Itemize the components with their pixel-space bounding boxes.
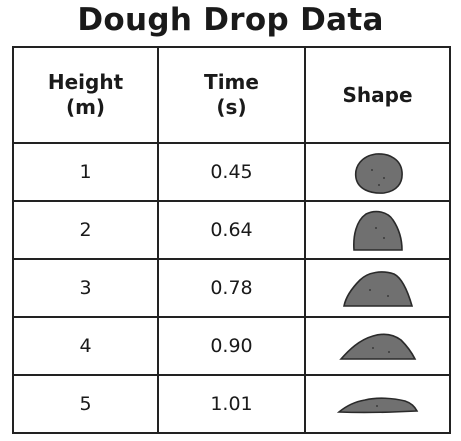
- cell-height: 4: [12, 316, 159, 376]
- cell-shape: [304, 200, 451, 260]
- cell-time: 0.90: [157, 316, 306, 376]
- table-row: 5 1.01: [12, 374, 451, 434]
- cell-time: 0.78: [157, 258, 306, 318]
- header-time-label: Time: [204, 70, 259, 94]
- cell-height: 3: [12, 258, 159, 318]
- dough-ball-flattest-icon: [336, 397, 418, 414]
- cell-height: 2: [12, 200, 159, 260]
- header-time: Time (s): [157, 46, 306, 144]
- dough-ball-flatter-icon: [338, 333, 416, 360]
- dough-ball-flattened-icon: [342, 271, 413, 307]
- cell-time: 0.64: [157, 200, 306, 260]
- cell-shape: [304, 316, 451, 376]
- table-row: 2 0.64: [12, 200, 451, 260]
- cell-time: 0.45: [157, 142, 306, 202]
- dough-ball-round-icon: [354, 153, 403, 194]
- header-height: Height (m): [12, 46, 159, 144]
- dough-ball-slightly-flat-icon: [352, 210, 403, 251]
- table-header-row: Height (m) Time (s) Shape: [12, 46, 451, 144]
- table-row: 3 0.78: [12, 258, 451, 318]
- table-row: 1 0.45: [12, 142, 451, 202]
- table-row: 4 0.90: [12, 316, 451, 376]
- header-time-unit: (s): [216, 95, 247, 119]
- header-height-unit: (m): [65, 95, 106, 119]
- cell-time: 1.01: [157, 374, 306, 434]
- cell-height: 5: [12, 374, 159, 434]
- header-height-label: Height: [47, 70, 124, 94]
- header-shape: Shape: [304, 46, 451, 144]
- cell-height: 1: [12, 142, 159, 202]
- cell-shape: [304, 142, 451, 202]
- header-shape-label: Shape: [342, 82, 413, 107]
- cell-shape: [304, 258, 451, 318]
- cell-shape: [304, 374, 451, 434]
- dough-drop-table: Height (m) Time (s) Shape 1 0.45 2 0.64: [12, 46, 451, 434]
- page-title: Dough Drop Data: [77, 2, 384, 38]
